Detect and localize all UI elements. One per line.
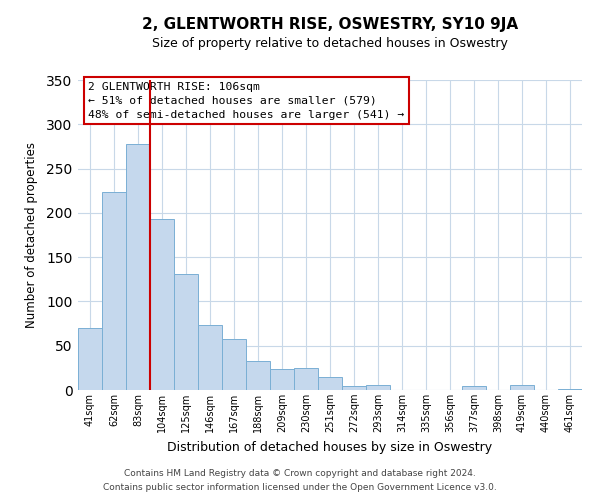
Bar — [342, 386, 366, 390]
Y-axis label: Number of detached properties: Number of detached properties — [25, 142, 38, 328]
Text: Size of property relative to detached houses in Oswestry: Size of property relative to detached ho… — [152, 38, 508, 51]
Bar — [126, 144, 150, 390]
Bar — [150, 219, 174, 390]
Bar — [174, 274, 198, 390]
Bar — [102, 192, 126, 390]
Bar — [222, 338, 246, 390]
Bar — [270, 368, 294, 390]
Bar — [318, 376, 342, 390]
Bar — [246, 361, 270, 390]
Bar — [510, 384, 534, 390]
X-axis label: Distribution of detached houses by size in Oswestry: Distribution of detached houses by size … — [167, 440, 493, 454]
Bar — [294, 368, 318, 390]
Bar — [462, 386, 486, 390]
Text: Contains public sector information licensed under the Open Government Licence v3: Contains public sector information licen… — [103, 484, 497, 492]
Bar — [558, 389, 582, 390]
Text: 2 GLENTWORTH RISE: 106sqm
← 51% of detached houses are smaller (579)
48% of semi: 2 GLENTWORTH RISE: 106sqm ← 51% of detac… — [88, 82, 404, 120]
Text: 2, GLENTWORTH RISE, OSWESTRY, SY10 9JA: 2, GLENTWORTH RISE, OSWESTRY, SY10 9JA — [142, 18, 518, 32]
Bar — [78, 328, 102, 390]
Bar — [366, 384, 390, 390]
Text: Contains HM Land Registry data © Crown copyright and database right 2024.: Contains HM Land Registry data © Crown c… — [124, 468, 476, 477]
Bar — [198, 326, 222, 390]
